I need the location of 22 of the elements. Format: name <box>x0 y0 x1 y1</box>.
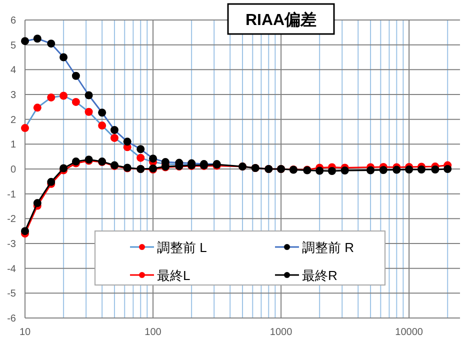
legend-label: 最終R <box>302 268 338 283</box>
y-tick-label: -3 <box>7 239 16 250</box>
y-tick-label: 5 <box>10 40 16 52</box>
y-tick-label: -6 <box>7 314 16 324</box>
y-tick-label: 1 <box>10 140 16 151</box>
chart-title: RIAA偏差 <box>245 11 317 29</box>
legend-label: 最終L <box>157 268 190 283</box>
y-tick-label: 0 <box>10 164 16 176</box>
y-tick-label: -5 <box>7 288 16 300</box>
legend-label: 調整前 R <box>302 240 354 255</box>
y-tick-label: -1 <box>7 189 16 200</box>
y-tick-label: -2 <box>7 214 16 226</box>
y-tick-label: 2 <box>10 114 16 126</box>
y-tick-label: 3 <box>10 90 16 101</box>
x-tick-label: 10000 <box>395 327 424 338</box>
y-tick-label: 6 <box>10 16 16 26</box>
x-tick-label: 10 <box>19 327 31 338</box>
legend-label: 調整前 L <box>157 240 207 255</box>
y-tick-label: 4 <box>10 65 16 76</box>
x-tick-label: 100 <box>144 327 162 338</box>
y-tick-label: -4 <box>7 264 16 275</box>
x-tick-label: 1000 <box>270 327 293 338</box>
